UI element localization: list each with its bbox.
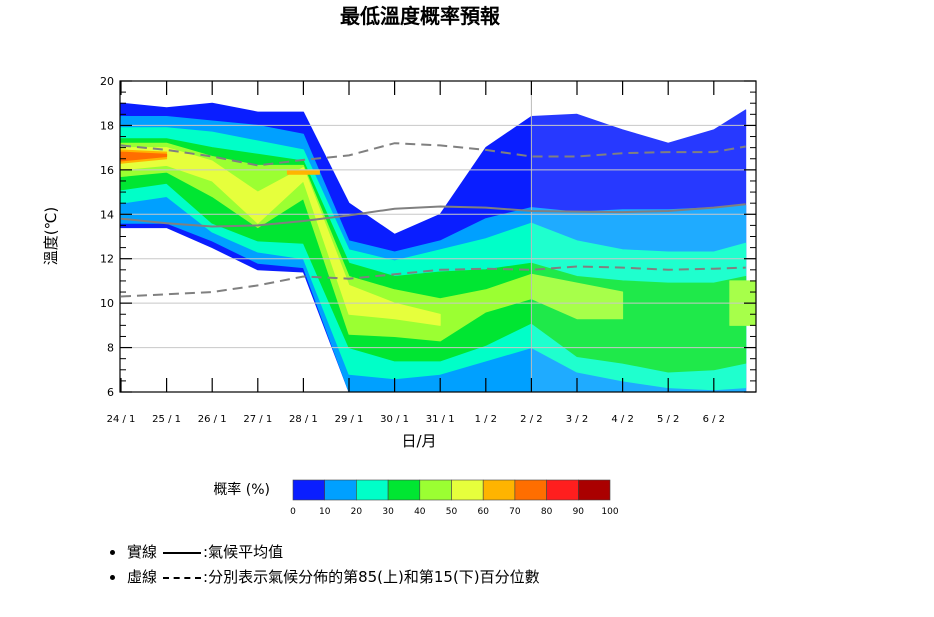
x-tick-label: 31 / 1: [426, 414, 455, 425]
colorbar-swatch: [419, 479, 452, 501]
y-tick-label: 6: [107, 386, 114, 399]
legend-dashed-label: 虛線: [127, 568, 158, 586]
colorbar-swatch: [546, 479, 579, 501]
series-line-1: [120, 142, 746, 167]
forecast-overlay: [530, 81, 756, 392]
y-tick-label: 8: [107, 342, 114, 355]
colorbar-swatch: [387, 479, 421, 501]
axes: 6 8 10 12 14 16 18 20 24 / 1 25 / 1 26 / 1 27 / 1 28…: [100, 75, 756, 425]
x-tick-label: 1 / 2: [475, 414, 497, 425]
colorbar-swatch: [356, 479, 389, 501]
colorbar-tick-label: 0: [290, 507, 296, 517]
legend-dashed-row: 虛線 :分別表示氣候分佈的第85(上)和第15(下)百分位數: [108, 565, 540, 590]
x-tick-label: 6 / 2: [703, 414, 725, 425]
solid-line-icon: [163, 551, 202, 554]
colorbar-swatch: [324, 479, 357, 501]
dashed-line-icon: [163, 576, 202, 579]
colorbar-tick-label: 80: [541, 507, 553, 517]
prob-band-50: [120, 147, 441, 326]
prob-band-70: [120, 151, 168, 162]
bullet-icon: [110, 550, 115, 555]
colorbar: 0 10 20 30 40 50 60 70 80 90 100: [290, 479, 619, 517]
x-tick-label: 3 / 2: [566, 414, 588, 425]
legend-dashed-desc: :分別表示氣候分佈的第85(上)和第15(下)百分位數: [203, 568, 540, 586]
chart-title: 最低溫度概率預報: [340, 4, 501, 28]
y-tick-label: 16: [100, 164, 114, 177]
legend-solid-desc: :氣候平均值: [203, 543, 284, 561]
colorbar-label: 概率 (%): [213, 481, 270, 498]
x-tick-label: 5 / 2: [657, 414, 679, 425]
x-tick-label: 4 / 2: [611, 414, 633, 425]
x-tick-label: 27 / 1: [243, 414, 272, 425]
colorbar-tick-label: 40: [414, 507, 426, 517]
colorbar-tick-label: 20: [351, 507, 363, 517]
y-tick-label: 20: [100, 75, 114, 88]
series-line-0: [120, 203, 746, 228]
legend-solid-label: 實線: [127, 543, 158, 561]
colorbar-swatch: [514, 479, 547, 501]
x-tick-label: 29 / 1: [335, 414, 364, 425]
extended-forecast-region: [531, 81, 756, 392]
y-tick-label: 18: [100, 119, 114, 132]
x-tick-label: 2 / 2: [520, 414, 542, 425]
colorbar-swatch: [577, 479, 611, 501]
x-tick-label: 26 / 1: [198, 414, 227, 425]
grid-lines: [120, 124, 756, 349]
x-axis-label: 日/月: [401, 432, 436, 450]
y-tick-label: 14: [100, 208, 114, 221]
legend-solid-row: 實線 :氣候平均值: [108, 540, 540, 565]
climate-lines: [120, 142, 746, 298]
x-tick-label: 25 / 1: [152, 414, 181, 425]
y-axis-label: 溫度(℃): [42, 207, 60, 266]
prob-band-60: [286, 169, 320, 175]
colorbar-tick-label: 100: [601, 507, 618, 517]
colorbar-tick-label: 60: [477, 507, 489, 517]
colorbar-tick-label: 70: [509, 507, 521, 517]
colorbar-swatch: [482, 479, 516, 501]
colorbar-tick-label: 30: [382, 507, 394, 517]
x-tick-label: 24 / 1: [107, 414, 136, 425]
bullet-icon: [110, 575, 115, 580]
colorbar-swatch: [451, 479, 484, 501]
y-tick-label: 12: [100, 253, 114, 266]
x-tick-label: 30 / 1: [380, 414, 409, 425]
series-line-2: [120, 265, 746, 298]
y-tick-label: 10: [100, 297, 114, 310]
colorbar-swatch: [292, 479, 326, 501]
colorbar-tick-label: 10: [319, 507, 331, 517]
line-legend: 實線 :氣候平均值 虛線 :分別表示氣候分佈的第85(上)和第15(下)百分位數: [108, 540, 540, 590]
x-tick-label: 28 / 1: [289, 414, 318, 425]
colorbar-tick-label: 50: [446, 507, 458, 517]
colorbar-tick-label: 90: [573, 507, 585, 517]
